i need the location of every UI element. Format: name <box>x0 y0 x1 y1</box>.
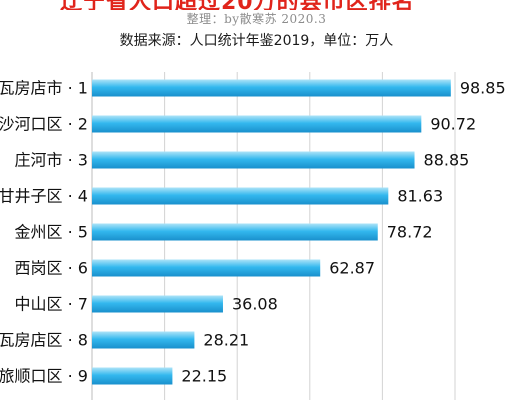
bar <box>92 295 223 313</box>
chart-title: 辽宁省人口超过20万的县市区排名 <box>60 0 415 10</box>
value-label: 36.08 <box>232 295 278 314</box>
value-label: 90.72 <box>430 115 476 134</box>
value-label: 81.63 <box>397 187 443 206</box>
value-label: 22.15 <box>181 367 227 386</box>
bar <box>92 367 173 385</box>
bar <box>92 223 378 241</box>
bar <box>92 115 422 133</box>
category-label: 甘井子区 · 4 <box>0 187 88 206</box>
source-line: 数据来源：人口统计年鉴2019，单位：万人 <box>119 33 394 49</box>
value-label: 28.21 <box>203 331 249 350</box>
title-strip: 辽宁省人口超过20万的县市区排名 <box>0 0 513 10</box>
value-label: 98.85 <box>460 79 506 98</box>
category-label: 金州区 · 5 <box>15 223 88 242</box>
category-label: 旅顺口区 · 9 <box>0 367 88 386</box>
bars: 瓦房店市 · 1 98.85 沙河口区 · 2 90.72 庄河市 · 3 88.85 甘井… <box>0 79 506 386</box>
bar <box>92 331 195 349</box>
bar <box>92 151 415 169</box>
category-label: 沙河口区 · 2 <box>0 115 88 134</box>
value-label: 62.87 <box>329 259 375 278</box>
category-label: 瓦房店市 · 1 <box>0 79 88 98</box>
bar <box>92 259 321 277</box>
category-label: 庄河市 · 3 <box>15 151 88 170</box>
category-label: 瓦房店区 · 8 <box>0 331 88 350</box>
category-label: 中山区 · 7 <box>15 295 88 314</box>
bar <box>92 187 389 205</box>
category-label: 西岗区 · 6 <box>15 259 88 278</box>
value-label: 78.72 <box>387 223 433 242</box>
bar <box>92 79 451 97</box>
credit-line: 整理：by散寒苏 2020.3 <box>186 12 327 26</box>
value-label: 88.85 <box>424 151 470 170</box>
